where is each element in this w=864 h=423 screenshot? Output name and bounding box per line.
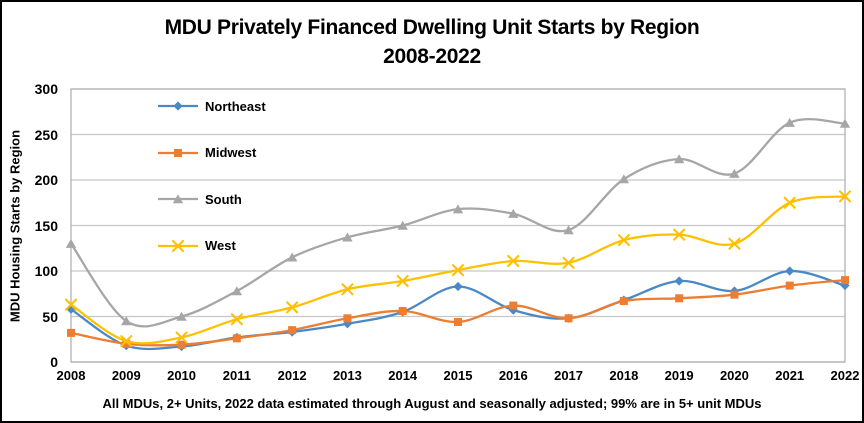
x-tick-2012: 2012: [277, 368, 307, 383]
midwest-marker-2009: [122, 339, 131, 348]
midwest-marker-2017: [564, 314, 573, 323]
south-marker-2012: [286, 252, 298, 262]
y-tick-300: 300: [34, 81, 58, 97]
legend-item-midwest: Midwest: [157, 142, 266, 164]
x-tick-2022: 2022: [830, 368, 860, 383]
x-tick-2014: 2014: [388, 368, 418, 383]
x-tick-2018: 2018: [609, 368, 639, 383]
west-marker-2009: [120, 335, 133, 348]
midwest-marker-2019: [675, 294, 684, 303]
y-tick-100: 100: [34, 263, 58, 279]
midwest-marker-2016: [509, 301, 518, 310]
south-marker-2016: [508, 208, 519, 218]
legend-label-northeast: Northeast: [205, 98, 266, 114]
x-tick-2011: 2011: [222, 368, 251, 383]
south-marker-2018: [618, 174, 630, 184]
west-marker-2020: [728, 237, 741, 250]
series-west: [64, 190, 852, 348]
footnote: All MDUs, 2+ Units, 2022 data estimated …: [102, 396, 762, 411]
legend-item-south: South: [157, 188, 266, 210]
midwest-marker-2022: [841, 276, 849, 285]
y-tick-0: 0: [50, 354, 58, 370]
south-marker-2013: [342, 232, 353, 242]
legend-label-west: West: [205, 238, 236, 253]
midwest-marker-2018: [619, 297, 628, 306]
legend-label-midwest: Midwest: [205, 145, 257, 160]
chart-title: MDU Privately Financed Dwelling Unit Sta…: [164, 16, 700, 39]
midwest-marker-2015: [454, 317, 462, 326]
northeast-marker-2019: [674, 276, 684, 286]
legend-triangle-icon: [158, 194, 198, 204]
south-marker-2022: [839, 118, 851, 128]
midwest-marker-2012: [288, 326, 297, 335]
south-marker-2019: [673, 154, 685, 164]
legend-x-icon: [158, 239, 198, 252]
y-tick-50: 50: [42, 308, 58, 325]
west-marker-2019: [673, 228, 686, 241]
midwest-marker-2008: [67, 328, 75, 337]
x-tick-2016: 2016: [498, 368, 528, 383]
south-marker-2010: [176, 311, 187, 321]
south-marker-2017: [563, 225, 574, 235]
west-marker-2021: [783, 196, 796, 209]
west-marker-2017: [562, 256, 575, 269]
x-tick-2021: 2021: [775, 368, 805, 383]
legend-item-west: West: [157, 235, 266, 257]
west-marker-2014: [396, 274, 409, 288]
midwest-marker-2013: [343, 314, 352, 323]
west-marker-2011: [230, 313, 243, 326]
x-tick-2009: 2009: [111, 368, 141, 383]
legend-square-icon: [158, 148, 198, 157]
chart-title-block: MDU Privately Financed Dwelling Unit Sta…: [2, 13, 862, 71]
midwest-marker-2011: [232, 334, 241, 343]
west-marker-2015: [451, 264, 465, 277]
northeast-marker-2021: [785, 266, 795, 276]
x-tick-2010: 2010: [167, 368, 197, 383]
south-marker-2008: [65, 238, 77, 248]
south-marker-2014: [397, 220, 408, 230]
west-marker-2012: [286, 301, 299, 314]
y-tick-250: 250: [34, 126, 58, 143]
x-tick-2017: 2017: [554, 368, 584, 383]
legend-diamond-icon: [158, 101, 198, 111]
x-tick-2015: 2015: [443, 368, 473, 383]
chart-subtitle: 2008-2022: [383, 45, 481, 68]
x-tick-2013: 2013: [332, 368, 362, 383]
midwest-marker-2010: [177, 340, 186, 349]
northeast-marker-2015: [453, 281, 463, 292]
west-marker-2018: [617, 234, 630, 247]
south-marker-2020: [729, 168, 740, 178]
south-marker-2011: [231, 286, 243, 296]
south-marker-2015: [452, 204, 464, 214]
south-marker-2021: [784, 117, 795, 127]
west-marker-2013: [341, 283, 354, 296]
legend-label-south: South: [205, 191, 242, 207]
x-tick-2019: 2019: [664, 368, 694, 383]
west-marker-2008: [64, 298, 78, 311]
x-tick-2020: 2020: [719, 368, 749, 383]
midwest-marker-2014: [398, 307, 407, 316]
y-tick-200: 200: [34, 172, 58, 188]
series-south: [65, 117, 851, 328]
gridlines: [70, 88, 846, 363]
west-marker-2022: [838, 190, 852, 203]
x-tick-2008: 2008: [56, 368, 86, 383]
south-marker-2009: [121, 316, 132, 326]
y-tick-150: 150: [34, 217, 58, 234]
legend: Northeast Midwest South West: [157, 95, 266, 281]
northeast-marker-2008: [66, 304, 76, 314]
west-marker-2010: [175, 331, 188, 344]
northeast-marker-2013: [342, 319, 353, 329]
midwest-marker-2021: [785, 281, 794, 290]
legend-item-northeast: Northeast: [157, 95, 266, 117]
west-marker-2016: [507, 254, 520, 268]
midwest-marker-2020: [730, 290, 739, 299]
series-midwest: [67, 276, 849, 349]
